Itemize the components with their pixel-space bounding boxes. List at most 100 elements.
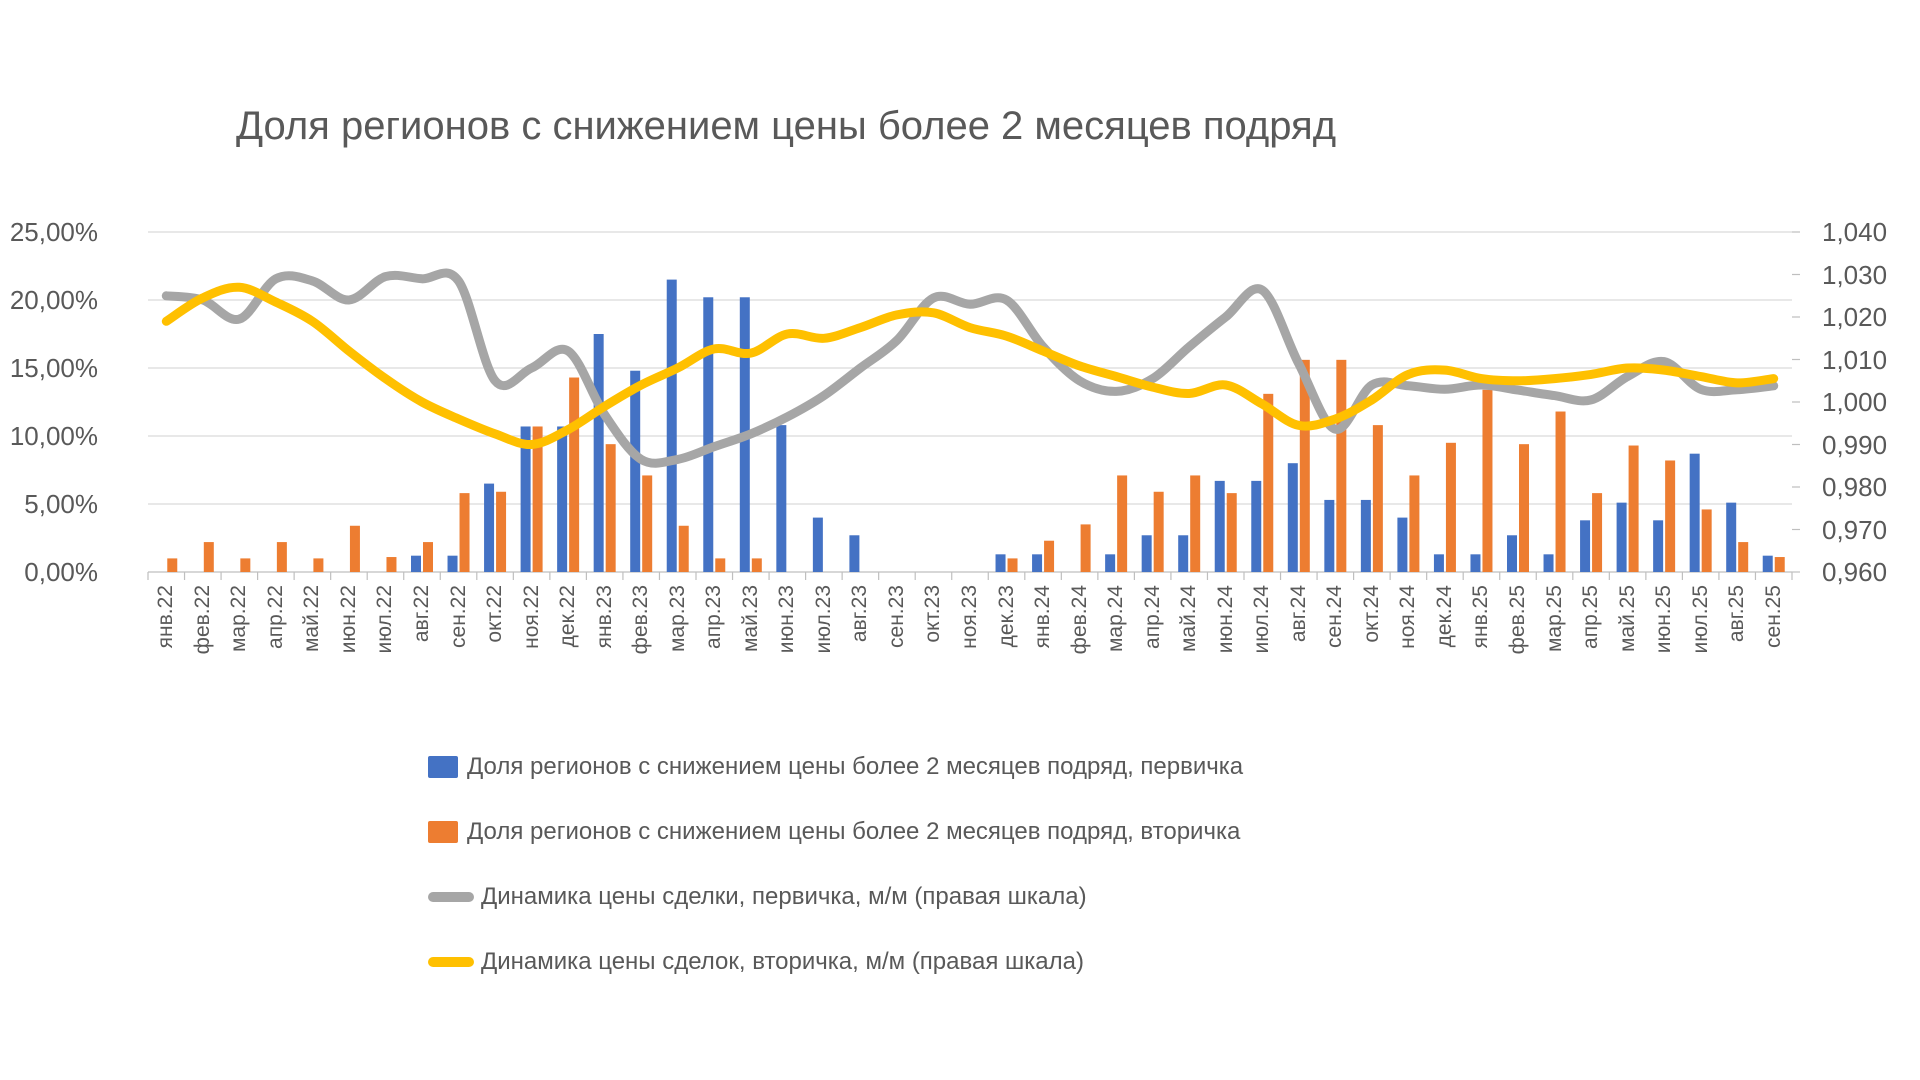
x-axis-category-label: апр.25: [1579, 585, 1603, 649]
bar-primary: [776, 425, 787, 572]
bar-secondary: [276, 542, 287, 572]
line-primary-mom: [161, 268, 1779, 468]
right-axis-tick-label: 1,020: [1822, 302, 1888, 332]
bar-primary: [1726, 502, 1737, 572]
bar-secondary: [532, 426, 543, 572]
bar-secondary: [1190, 475, 1201, 572]
x-axis-category-label: апр.23: [702, 585, 726, 649]
left-axis-tick-label: 10,00%: [9, 421, 98, 451]
left-axis-tick-label: 0,00%: [24, 557, 98, 587]
bar-secondary: [1299, 359, 1310, 572]
x-axis-category-label: май.24: [1177, 585, 1201, 653]
bar-secondary: [1701, 509, 1712, 572]
bar-secondary: [605, 444, 616, 572]
bar-secondary: [1153, 491, 1164, 572]
legend-swatch-primary-line: [428, 891, 474, 902]
bar-secondary: [423, 542, 433, 572]
bar-primary: [520, 426, 531, 572]
bar-primary: [1214, 480, 1225, 572]
bar-secondary: [1482, 389, 1493, 572]
bar-primary: [1105, 554, 1116, 572]
x-axis-category-label: мар.24: [1104, 585, 1128, 652]
x-axis-category-label: май.23: [738, 585, 762, 653]
bar-primary: [995, 554, 1006, 572]
x-axis-category-label: мар.23: [665, 585, 689, 652]
bar-primary: [1762, 555, 1773, 572]
legend-label-secondary-line: Динамика цены сделок, вторичка, м/м (пра…: [481, 947, 1084, 975]
bar-primary: [1251, 480, 1262, 572]
x-axis-category-label: июл.25: [1688, 585, 1712, 654]
bar-secondary: [1774, 557, 1785, 572]
legend: Доля регионов с снижением цены более 2 м…: [428, 734, 1243, 994]
legend-label-primary-line: Динамика цены сделки, первичка, м/м (пра…: [481, 882, 1087, 910]
legend-label-primary-bar: Доля регионов с снижением цены более 2 м…: [467, 752, 1244, 780]
x-axis-category-label: янв.22: [154, 585, 178, 649]
right-axis-tick-label: 1,040: [1822, 217, 1888, 247]
bar-primary: [630, 370, 641, 572]
right-axis-tick-label: 0,980: [1822, 472, 1888, 502]
bar-primary: [666, 279, 677, 572]
bar-secondary: [1007, 558, 1018, 572]
bar-primary: [1543, 554, 1554, 572]
x-axis-category-label: июл.22: [373, 585, 397, 654]
bar-secondary: [1738, 542, 1749, 572]
x-axis-category-label: сен.25: [1761, 585, 1785, 648]
x-axis-category-label: янв.25: [1469, 585, 1493, 649]
x-axis-category-label: авг.23: [848, 585, 872, 643]
x-axis-category-label: ноя.24: [1396, 585, 1420, 649]
bar-primary: [593, 334, 604, 572]
legend-item-primary-bar: Доля регионов с снижением цены более 2 м…: [428, 734, 1243, 799]
x-axis-category-label: апр.22: [263, 585, 287, 649]
x-axis-category-label: фев.23: [629, 585, 653, 655]
legend-item-secondary-line: Динамика цены сделок, вторичка, м/м (пра…: [428, 929, 1243, 994]
x-axis-category-label: мар.25: [1542, 585, 1566, 652]
left-axis-tick-label: 20,00%: [9, 285, 98, 315]
bar-primary: [1360, 499, 1371, 572]
bar-primary: [1397, 517, 1408, 572]
x-axis-category-label: июл.24: [1250, 585, 1274, 654]
bar-secondary: [240, 558, 251, 572]
x-axis-category-label: ноя.22: [519, 585, 543, 649]
bar-primary: [849, 535, 860, 572]
bar-primary: [1616, 502, 1627, 572]
bar-secondary: [1226, 493, 1237, 572]
right-axis-tick-label: 0,990: [1822, 429, 1888, 460]
x-axis-category-label: май.25: [1615, 585, 1639, 653]
bar-primary: [447, 555, 458, 572]
x-axis-category-label: июн.23: [775, 585, 799, 654]
legend-item-primary-line: Динамика цены сделки, первичка, м/м (пра…: [428, 864, 1243, 929]
x-axis-category-label: янв.24: [1031, 585, 1055, 649]
bar-primary: [484, 483, 495, 572]
bar-secondary: [1044, 540, 1055, 572]
bar-secondary: [459, 493, 470, 572]
bar-secondary: [313, 558, 324, 572]
bar-primary: [1032, 554, 1043, 572]
bar-primary: [1653, 520, 1664, 572]
legend-swatch-secondary-bar: [428, 820, 458, 843]
bar-primary: [557, 426, 568, 572]
x-axis-category-label: окт.22: [483, 585, 507, 643]
bar-secondary: [1628, 445, 1639, 572]
bar-primary: [1178, 535, 1189, 572]
x-axis-category-label: фев.25: [1506, 585, 1529, 655]
bar-primary: [703, 297, 714, 572]
x-axis-category-label: июн.24: [1213, 585, 1237, 654]
right-axis-tick-label: 1,030: [1822, 259, 1888, 290]
x-axis-category-label: июн.25: [1652, 585, 1676, 654]
x-axis-category-label: июн.22: [336, 585, 360, 654]
bar-secondary: [1519, 444, 1529, 572]
bar-secondary: [1555, 411, 1566, 572]
x-axis-category-label: сен.22: [446, 585, 470, 648]
x-axis-category-label: фев.22: [190, 585, 214, 655]
x-axis-category-label: сен.24: [1323, 585, 1347, 648]
bar-secondary: [349, 525, 360, 572]
bar-primary: [1324, 499, 1335, 572]
bar-primary: [1580, 520, 1591, 572]
bar-secondary: [1409, 475, 1420, 572]
right-axis-tick-label: 0,970: [1822, 514, 1888, 545]
x-axis-category-label: ноя.23: [958, 585, 981, 649]
x-axis-category-label: мар.22: [227, 585, 251, 652]
x-axis-category-label: апр.24: [1140, 585, 1164, 649]
